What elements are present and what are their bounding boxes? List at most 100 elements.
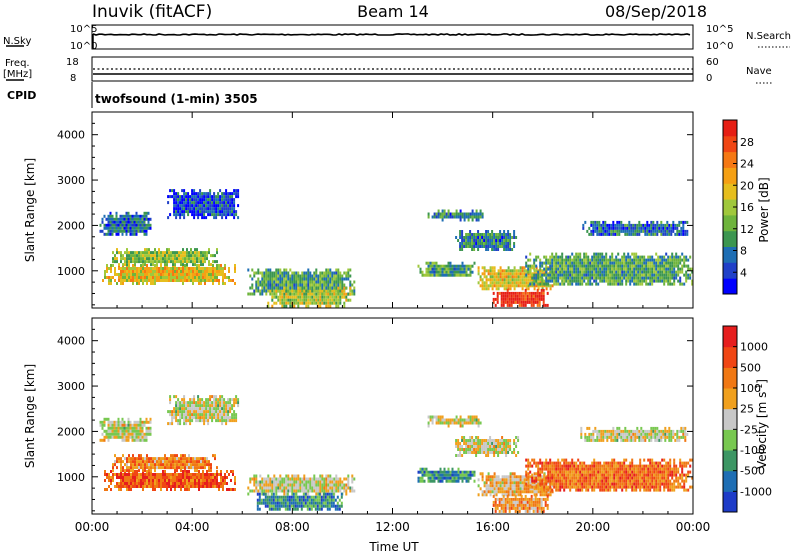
velocity-cell bbox=[166, 488, 168, 491]
power-cell bbox=[618, 226, 621, 230]
velocity-cell bbox=[152, 479, 154, 482]
power-cell bbox=[179, 204, 182, 208]
velocity-cell bbox=[314, 504, 317, 508]
power-cell bbox=[251, 268, 254, 272]
power-cell bbox=[141, 214, 144, 218]
velocity-cell bbox=[118, 488, 120, 491]
power-cell bbox=[158, 251, 160, 255]
power-cell bbox=[130, 270, 132, 273]
power-cell bbox=[439, 215, 442, 219]
power-cell bbox=[481, 245, 484, 248]
velocity-cell bbox=[443, 470, 446, 474]
power-cell bbox=[439, 273, 442, 277]
power-cell bbox=[533, 284, 536, 288]
power-cell bbox=[629, 261, 632, 265]
velocity-cell bbox=[200, 485, 202, 488]
velocity-cell bbox=[212, 479, 214, 482]
power-cell bbox=[573, 273, 576, 277]
power-cell bbox=[335, 295, 338, 299]
power-cell bbox=[645, 258, 648, 262]
power-cell bbox=[607, 258, 610, 262]
power-cell bbox=[182, 263, 184, 267]
power-cell bbox=[139, 226, 142, 230]
power-cell bbox=[661, 276, 664, 280]
power-cell bbox=[601, 255, 604, 259]
power-cell bbox=[337, 286, 340, 290]
power-cell bbox=[295, 295, 298, 299]
velocity-cell bbox=[284, 504, 287, 508]
velocity-cell bbox=[211, 419, 214, 423]
power-cell bbox=[477, 233, 480, 236]
power-cell bbox=[182, 273, 184, 276]
velocity-cell bbox=[139, 435, 142, 439]
velocity-cell bbox=[351, 477, 354, 481]
velocity-cell bbox=[220, 473, 222, 476]
power-cell bbox=[491, 245, 494, 248]
velocity-cell bbox=[197, 398, 200, 402]
power-cell bbox=[176, 273, 178, 276]
power-cell bbox=[491, 281, 494, 285]
velocity-cell bbox=[255, 474, 258, 478]
power-cell bbox=[512, 297, 515, 301]
power-cell bbox=[191, 195, 194, 199]
power-cell bbox=[144, 263, 146, 267]
velocity-cell bbox=[176, 457, 178, 461]
power-cell bbox=[501, 239, 504, 242]
velocity-cell bbox=[121, 429, 124, 433]
power-cell bbox=[200, 251, 202, 255]
power-cell bbox=[505, 245, 508, 248]
power-cell bbox=[529, 267, 532, 271]
velocity-cell bbox=[154, 457, 156, 461]
velocity-cell bbox=[168, 460, 170, 464]
velocity-cell bbox=[179, 422, 182, 426]
power-cell bbox=[319, 289, 322, 293]
power-cell bbox=[508, 294, 511, 298]
power-cell bbox=[148, 257, 150, 261]
power-cell bbox=[553, 267, 556, 271]
power-cell bbox=[485, 236, 488, 239]
power-cell bbox=[291, 271, 294, 275]
power-cell bbox=[660, 226, 663, 230]
power-cell bbox=[204, 251, 206, 255]
power-cell bbox=[132, 264, 134, 267]
power-cell bbox=[453, 273, 456, 277]
velocity-cell bbox=[228, 473, 230, 476]
power-cell bbox=[218, 273, 220, 276]
velocity-cell bbox=[225, 401, 228, 405]
velocity-cell bbox=[225, 410, 228, 414]
velocity-cell bbox=[144, 463, 146, 467]
power-cell bbox=[493, 272, 496, 276]
velocity-cell bbox=[230, 488, 232, 491]
power-cell bbox=[630, 226, 633, 230]
power-cell bbox=[481, 239, 484, 242]
power-cell bbox=[175, 210, 178, 214]
power-cell bbox=[621, 264, 624, 268]
power-cell bbox=[542, 300, 545, 304]
power-cell bbox=[148, 251, 150, 255]
velocity-cell bbox=[324, 504, 327, 508]
velocity-cell bbox=[140, 460, 142, 464]
velocity-cell bbox=[201, 416, 204, 420]
power-cell bbox=[214, 276, 216, 279]
velocity-cell bbox=[206, 470, 208, 473]
power-cell bbox=[117, 226, 120, 230]
velocity-cell bbox=[439, 470, 442, 474]
velocity-cell bbox=[192, 482, 194, 485]
power-cell bbox=[625, 276, 628, 280]
power-cell bbox=[540, 297, 543, 301]
power-cell bbox=[140, 267, 142, 270]
velocity-cell bbox=[222, 479, 224, 482]
power-cell bbox=[293, 274, 296, 278]
velocity-cell bbox=[164, 485, 166, 488]
velocity-cell bbox=[164, 479, 166, 482]
velocity-cell bbox=[150, 469, 152, 473]
velocity-cell bbox=[455, 470, 458, 474]
power-cell bbox=[265, 286, 268, 290]
velocity-cell bbox=[154, 466, 156, 470]
velocity-cell bbox=[191, 401, 194, 405]
velocity-cell bbox=[427, 476, 430, 480]
velocity-cell bbox=[419, 467, 422, 471]
power-cell bbox=[135, 226, 138, 230]
velocity-cell bbox=[443, 476, 446, 480]
